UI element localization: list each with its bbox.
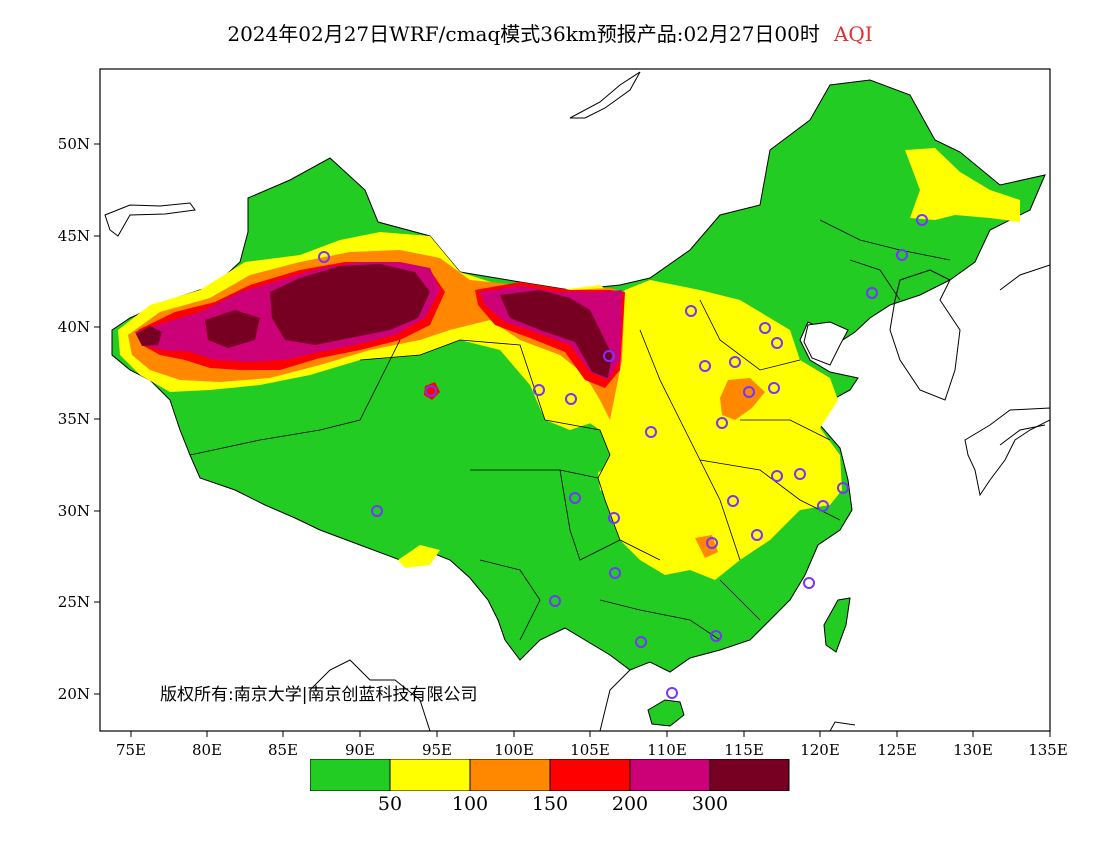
station-marker: [565, 393, 577, 405]
station-marker: [803, 577, 815, 589]
station-marker: [751, 529, 763, 541]
x-tick-label: 90E: [345, 741, 375, 759]
x-tick-label: 75E: [116, 741, 146, 759]
y-tick-label: 45N: [58, 227, 90, 245]
bohai-sea: [803, 321, 849, 366]
hainan-island: [647, 699, 685, 727]
station-marker: [608, 512, 620, 524]
colorbar-label: 150: [531, 793, 569, 815]
station-marker: [794, 468, 806, 480]
title-text: 2024年02月27日WRF/cmaq模式36km预报产品:02月27日00时: [227, 22, 820, 46]
station-marker: [318, 251, 330, 263]
station-marker: [609, 567, 621, 579]
station-marker: [549, 595, 561, 607]
x-tick-label: 135E: [1028, 741, 1068, 759]
colorbar-swatch-green: [310, 759, 391, 791]
colorbar-swatch-red: [549, 759, 631, 791]
colorbar-swatch-orange: [469, 759, 551, 791]
station-marker: [729, 356, 741, 368]
province-borders: [189, 219, 951, 641]
y-tick-label: 30N: [58, 502, 90, 520]
colorbar-swatch-magenta: [629, 759, 711, 791]
x-tick-label: 110E: [647, 741, 687, 759]
station-marker: [771, 470, 783, 482]
station-marker: [706, 537, 718, 549]
aqi-zone-maroon-tarim-west: [205, 310, 260, 348]
y-tick-label: 40N: [58, 318, 90, 336]
neighbor-outlines: [104, 71, 1050, 731]
colorbar-label: 200: [611, 793, 649, 815]
colorbar-label: 50: [377, 793, 403, 815]
station-marker: [710, 630, 722, 642]
aqi-zone-yellow-tibet: [398, 545, 440, 568]
colorbar-label: 300: [691, 793, 729, 815]
x-tick-label: 120E: [800, 741, 840, 759]
y-tick-label: 20N: [58, 685, 90, 703]
station-marker: [768, 382, 780, 394]
aqi-zone-orange-hunan: [695, 535, 718, 558]
station-marker: [371, 505, 383, 517]
y-axis: 50N 45N 40N 35N 30N 25N 20N: [58, 135, 100, 703]
map-frame: [99, 68, 1051, 732]
station-marker: [866, 287, 878, 299]
aqi-zone-maroon-inner-mongolia: [500, 290, 612, 378]
x-tick-label: 125E: [877, 741, 917, 759]
x-tick-label: 130E: [953, 741, 993, 759]
y-tick-label: 50N: [58, 135, 90, 153]
station-marker: [425, 385, 437, 397]
x-tick-label: 95E: [422, 741, 452, 759]
station-marker: [666, 687, 678, 699]
y-tick-label: 35N: [58, 410, 90, 428]
station-marker: [771, 337, 783, 349]
station-marker: [569, 492, 581, 504]
x-tick-label: 105E: [570, 741, 610, 759]
x-tick-label: 115E: [724, 741, 764, 759]
station-marker: [533, 384, 545, 396]
station-marker: [759, 322, 771, 334]
station-marker: [699, 360, 711, 372]
station-marker: [743, 386, 755, 398]
taiwan-island: [823, 597, 851, 653]
station-marker: [603, 350, 615, 362]
y-tick-label: 25N: [58, 593, 90, 611]
aqi-zone-maroon-kashgar: [136, 326, 162, 346]
aqi-colorbar: [310, 759, 790, 791]
x-tick-label: 85E: [268, 741, 298, 759]
colorbar-swatch-maroon: [709, 759, 790, 791]
map-title: 2024年02月27日WRF/cmaq模式36km预报产品:02月27日00时 A…: [0, 18, 1100, 47]
x-tick-label: 80E: [192, 741, 222, 759]
station-marker: [817, 500, 829, 512]
station-marker: [685, 305, 697, 317]
station-marker: [716, 417, 728, 429]
aqi-zone-yellow-northeast: [905, 148, 1020, 222]
aqi-zone-yellow-sichuan: [598, 465, 660, 505]
station-marker: [635, 636, 647, 648]
map-content: [104, 71, 1050, 731]
aqi-zone-yellow-east: [575, 280, 842, 580]
station-marker: [896, 249, 908, 261]
x-axis: 75E 80E 85E 90E 95E 100E 105E 110E 115E …: [116, 731, 1068, 759]
colorbar-swatch-yellow: [389, 759, 471, 791]
x-tick-label: 100E: [494, 741, 534, 759]
station-marker: [645, 426, 657, 438]
station-marker: [727, 495, 739, 507]
station-marker: [916, 214, 928, 226]
station-marker: [837, 482, 849, 494]
copyright-notice: 版权所有:南京大学|南京创蓝科技有限公司: [160, 685, 478, 705]
product-label: AQI: [833, 22, 873, 46]
colorbar-labels: 50 100 150 200 300: [310, 793, 790, 817]
colorbar-label: 100: [451, 793, 489, 815]
aqi-zone-maroon-tarim: [270, 264, 430, 345]
station-markers: [318, 214, 928, 699]
